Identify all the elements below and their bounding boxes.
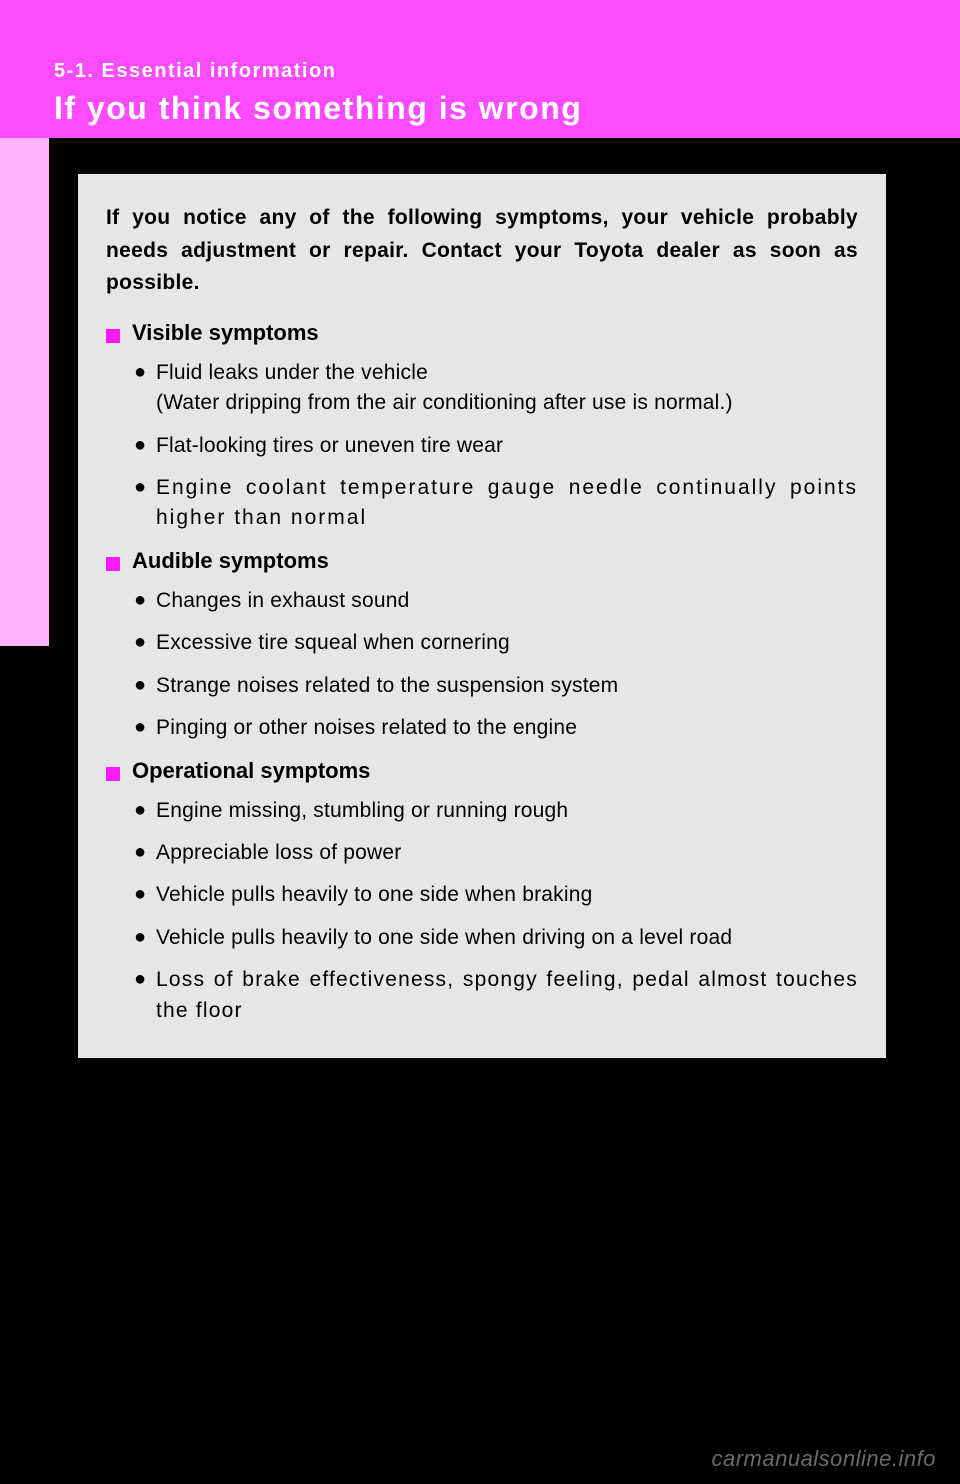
bullet-icon: ● <box>134 713 156 741</box>
bullet-icon: ● <box>134 838 156 866</box>
section-heading: Audible symptoms <box>106 548 858 574</box>
intro-text: If you notice any of the following sympt… <box>106 202 858 300</box>
bullet-icon: ● <box>134 473 156 501</box>
list-item: ● Loss of brake effectiveness, spongy fe… <box>134 965 858 1026</box>
square-bullet-icon <box>106 329 120 343</box>
bullet-icon: ● <box>134 586 156 614</box>
list-item-text: Changes in exhaust sound <box>156 586 409 616</box>
list-item: ● Appreciable loss of power <box>134 838 858 868</box>
list-item: ● Fluid leaks under the vehicle(Water dr… <box>134 358 858 419</box>
list-item: ● Strange noises related to the suspensi… <box>134 671 858 701</box>
list-item: ● Flat-looking tires or uneven tire wear <box>134 431 858 461</box>
section-title: Audible symptoms <box>132 548 329 574</box>
bullet-icon: ● <box>134 880 156 908</box>
list-item: ● Vehicle pulls heavily to one side when… <box>134 880 858 910</box>
page-title: If you think something is wrong <box>54 90 582 127</box>
list-item: ● Changes in exhaust sound <box>134 586 858 616</box>
list-item-text: Fluid leaks under the vehicle(Water drip… <box>156 358 733 419</box>
watermark: carmanualsonline.info <box>711 1446 936 1472</box>
list-item: ● Engine missing, stumbling or running r… <box>134 796 858 826</box>
list-item-text: Vehicle pulls heavily to one side when b… <box>156 880 592 910</box>
list-item-text: Pinging or other noises related to the e… <box>156 713 577 743</box>
section-heading: Operational symptoms <box>106 758 858 784</box>
content-box: If you notice any of the following sympt… <box>78 174 886 1058</box>
bullet-icon: ● <box>134 796 156 824</box>
bullet-icon: ● <box>134 965 156 993</box>
bullet-icon: ● <box>134 358 156 386</box>
section-title: Visible symptoms <box>132 320 319 346</box>
list-item: ● Pinging or other noises related to the… <box>134 713 858 743</box>
list-item: ● Vehicle pulls heavily to one side when… <box>134 923 858 953</box>
list-item-text: Vehicle pulls heavily to one side when d… <box>156 923 732 953</box>
list-item-text: Strange noises related to the suspension… <box>156 671 618 701</box>
list-item: ● Engine coolant temperature gauge needl… <box>134 473 858 534</box>
section-title: Operational symptoms <box>132 758 370 784</box>
section-heading: Visible symptoms <box>106 320 858 346</box>
list-item: ● Excessive tire squeal when cornering <box>134 628 858 658</box>
bullet-icon: ● <box>134 431 156 459</box>
bullet-icon: ● <box>134 923 156 951</box>
list-item-text: Flat-looking tires or uneven tire wear <box>156 431 503 461</box>
section-label: 5-1. Essential information <box>54 60 336 83</box>
list-item-text: Engine coolant temperature gauge needle … <box>156 473 858 534</box>
side-tab <box>0 138 49 646</box>
bullet-icon: ● <box>134 628 156 656</box>
square-bullet-icon <box>106 767 120 781</box>
list-item-text: Appreciable loss of power <box>156 838 401 868</box>
bullet-icon: ● <box>134 671 156 699</box>
list-item-text: Engine missing, stumbling or running rou… <box>156 796 568 826</box>
list-item-text: Excessive tire squeal when cornering <box>156 628 510 658</box>
list-item-text: Loss of brake effectiveness, spongy feel… <box>156 965 858 1026</box>
square-bullet-icon <box>106 557 120 571</box>
